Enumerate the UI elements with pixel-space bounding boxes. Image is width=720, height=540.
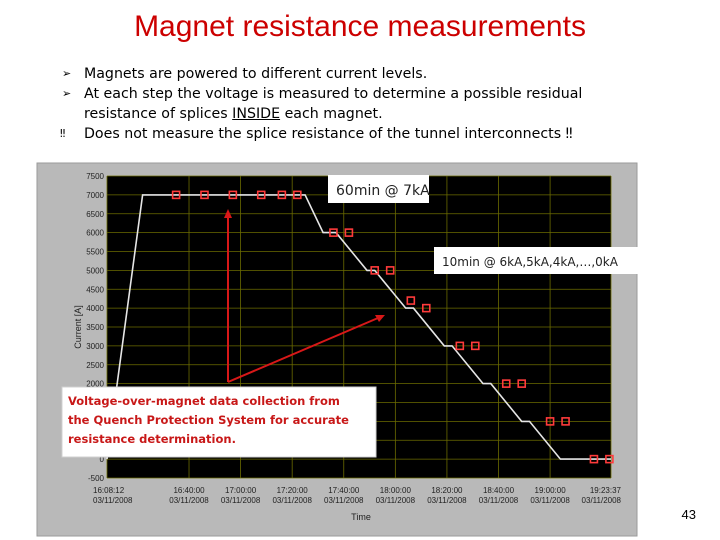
x-tick-labels: 16:08:1203/11/200816:40:0003/11/200817:0… [93,486,622,505]
measurement-marker [344,228,354,237]
arrowhead-steps-icon [375,315,385,322]
measurement-marker [385,266,395,275]
measurement-marker [228,190,238,200]
y-tick-label: 5500 [86,248,104,257]
series-line [106,194,611,460]
x-tick-date: 03/11/2008 [479,496,519,505]
y-tick-label: 2500 [86,361,104,370]
measurement-marker [605,454,614,464]
measurement-marker [501,379,511,388]
measurement-marker [370,266,380,275]
annotation-60min-text: 60min @ 7kA [336,183,430,199]
x-tick-time: 16:40:00 [173,486,205,495]
y-tick-label: 4000 [86,304,104,313]
bullet-1: ➢ Magnets are powered to different curre… [62,64,702,84]
arrow-bullet-icon: ➢ [62,67,72,80]
bullet-1-text: Magnets are powered to different current… [84,66,428,82]
measurement-marker [329,228,338,237]
y-tick-label: 6500 [86,210,104,219]
annotation-qps-line1: Voltage-over-magnet data collection from [68,394,340,408]
bullet-2-text: At each step the voltage is measured to … [84,86,583,102]
x-axis-label: Time [351,512,371,522]
x-tick-date: 03/11/2008 [272,496,312,505]
bullet-2-cont-a: resistance of splices [84,106,233,122]
annotation-qps-box [61,386,377,458]
arrow-bullet-icon: ➢ [62,87,72,100]
x-tick-time: 17:20:00 [277,486,309,495]
double-exclamation-icon: ‼ [60,127,66,140]
y-tick-label: 4500 [86,285,104,294]
x-tick-time: 16:08:12 [93,486,125,495]
bullet-2-continuation: resistance of splices INSIDE each magnet… [62,104,702,124]
annotation-arrows [224,209,385,383]
y-tick-label: 3500 [86,323,104,332]
measurement-marker [293,190,302,200]
annotation-10min: 10min @ 6kA,5kA,4kA,…,0kA [434,247,640,274]
measurement-marker [545,417,555,426]
x-tick-date: 03/11/2008 [530,496,570,505]
bullet-2-cont-underlined: INSIDE [232,106,281,122]
x-tick-time: 19:00:00 [535,486,567,495]
warning-text: Does not measure the splice resistance o… [84,126,573,142]
x-tick-time: 18:00:00 [380,486,412,495]
measurement-marker [455,341,465,351]
x-tick-date: 03/11/2008 [427,496,467,505]
measurement-marker [406,296,416,305]
annotation-60min-box [328,175,429,203]
measurement-marker [277,190,287,200]
annotation-qps: Voltage-over-magnet data collection from… [61,386,377,458]
measurement-markers [171,190,614,464]
x-tick-time: 17:00:00 [225,486,257,495]
annotation-10min-text: 10min @ 6kA,5kA,4kA,…,0kA [442,255,619,269]
measurement-marker [589,454,599,464]
measurement-marker [421,303,431,313]
measurement-marker [171,190,181,200]
x-tick-date: 03/11/2008 [93,496,133,505]
y-tick-label: -500 [88,474,105,483]
measurement-marker [561,417,570,426]
measurement-marker [256,190,266,200]
slide-number: 43 [681,507,696,522]
annotation-qps-line2: the Quench Protection System for accurat… [68,413,349,427]
y-tick-label: 7500 [86,172,104,181]
y-tick-label: 3000 [86,342,104,351]
x-tick-time: 17:40:00 [328,486,360,495]
x-tick-date: 03/11/2008 [221,496,261,505]
annotation-10min-box [434,247,640,274]
measurement-marker [200,190,209,200]
y-tick-label: 0 [100,455,105,464]
x-tick-date: 03/11/2008 [324,496,364,505]
x-tick-date: 03/11/2008 [582,496,622,505]
bullet-list: ➢ Magnets are powered to different curre… [60,64,702,144]
y-tick-label: 5000 [86,266,104,275]
x-tick-date: 03/11/2008 [376,496,416,505]
annotation-qps-line3: resistance determination. [68,432,236,446]
measurement-marker [470,341,480,351]
warning-line: ‼ Does not measure the splice resistance… [60,124,702,144]
annotation-60min: 60min @ 7kA [328,175,430,203]
x-tick-time: 19:23:37 [590,486,622,495]
bullet-2: ➢ At each step the voltage is measured t… [62,84,702,104]
y-axis-label: Current [A] [73,305,83,349]
arrow-to-steps [227,317,379,383]
x-tick-date: 03/11/2008 [169,496,209,505]
y-tick-label: 7000 [86,191,104,200]
y-tick-label: 2000 [86,380,104,389]
arrowhead-flattop-icon [224,209,232,218]
y-tick-label: 6000 [86,229,104,238]
slide-title: Magnet resistance measurements [134,10,586,43]
x-tick-time: 18:20:00 [431,486,463,495]
measurement-marker [517,379,527,388]
bullet-2-cont-b: each magnet. [280,106,383,122]
x-tick-time: 18:40:00 [483,486,515,495]
